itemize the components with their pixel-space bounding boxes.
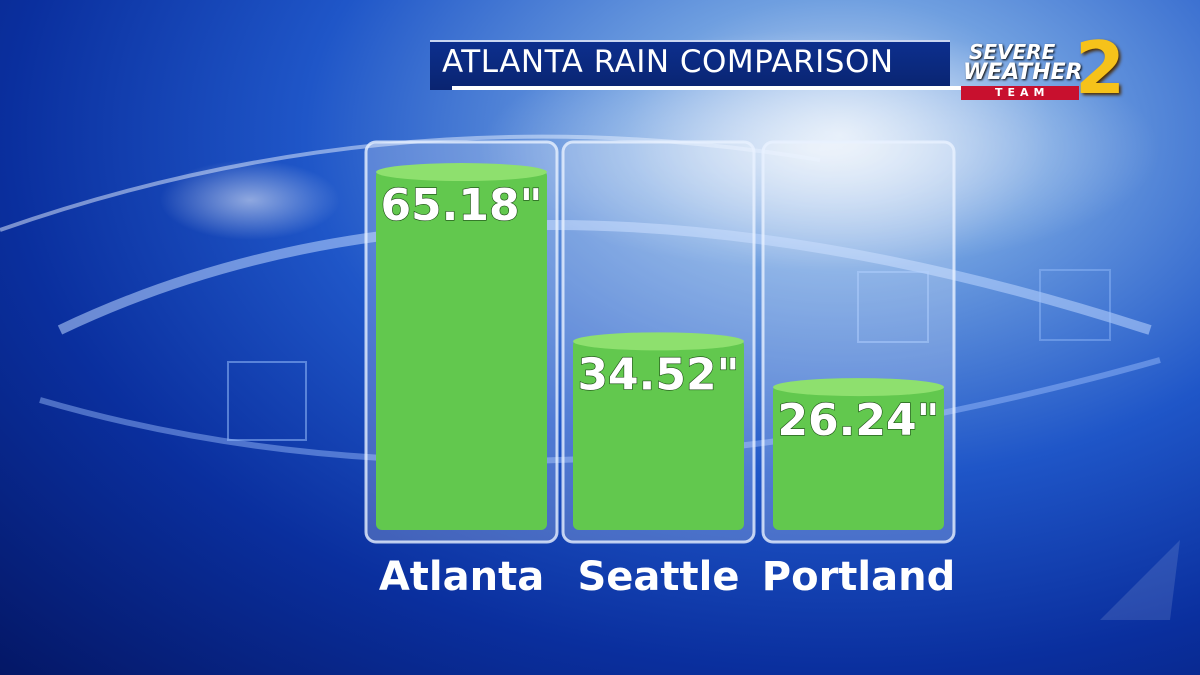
value-label-portland: 26.24" bbox=[777, 395, 939, 446]
bar-top-portland bbox=[773, 378, 944, 397]
title-underline bbox=[452, 86, 972, 90]
severe-weather-team-logo: SEVERE WEATHER TEAM 2 bbox=[957, 32, 1139, 104]
logo-team-text: TEAM bbox=[995, 86, 1050, 99]
logo-team-strip bbox=[961, 86, 1079, 100]
bar-seattle bbox=[573, 339, 744, 530]
category-label-atlanta: Atlanta bbox=[379, 554, 544, 600]
logo-severe-text: SEVERE bbox=[969, 40, 1056, 64]
category-label-seattle: Seattle bbox=[577, 554, 739, 600]
value-label-seattle: 34.52" bbox=[577, 349, 739, 400]
title-banner bbox=[430, 40, 950, 90]
bar-portland bbox=[773, 385, 944, 530]
bar-top-atlanta bbox=[376, 163, 547, 182]
bar-top-seattle bbox=[573, 332, 744, 351]
value-label-atlanta: 65.18" bbox=[380, 180, 542, 231]
logo-weather-text: WEATHER bbox=[963, 60, 1083, 85]
chart-title: ATLANTA RAIN COMPARISON bbox=[442, 44, 894, 80]
category-label-portland: Portland bbox=[762, 554, 955, 600]
bar-atlanta bbox=[376, 170, 547, 530]
logo-channel-number: 2 bbox=[1075, 26, 1126, 110]
